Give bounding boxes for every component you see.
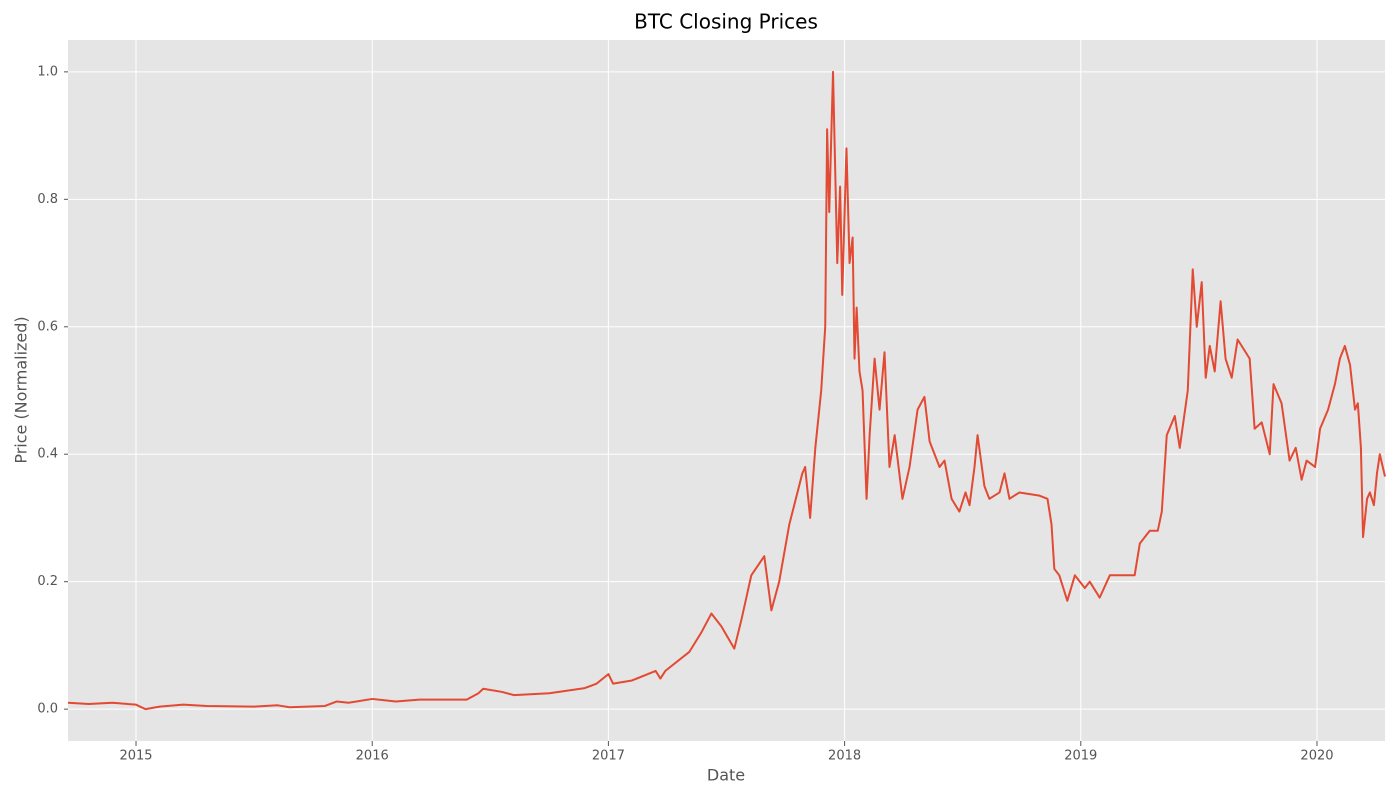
y-tick-label: 0.0 [37, 702, 58, 717]
y-tick-label: 0.2 [37, 574, 58, 589]
y-tick-label: 0.8 [37, 192, 58, 207]
plot-area [68, 40, 1385, 741]
y-tick-label: 0.6 [37, 319, 58, 334]
x-tick-label: 2017 [592, 749, 625, 764]
price-line [67, 70, 1386, 711]
y-tick-label: 0.4 [37, 447, 58, 462]
x-tick-label: 2016 [356, 749, 389, 764]
x-tick-label: 2019 [1064, 749, 1097, 764]
chart-title: BTC Closing Prices [634, 10, 818, 34]
x-axis-label: Date [707, 766, 745, 785]
x-tick-label: 2020 [1300, 749, 1333, 764]
x-tick-label: 2018 [828, 749, 861, 764]
y-tick-label: 1.0 [37, 64, 58, 79]
x-tick-label: 2015 [119, 749, 152, 764]
y-axis-label: Price (Normalized) [12, 316, 31, 463]
